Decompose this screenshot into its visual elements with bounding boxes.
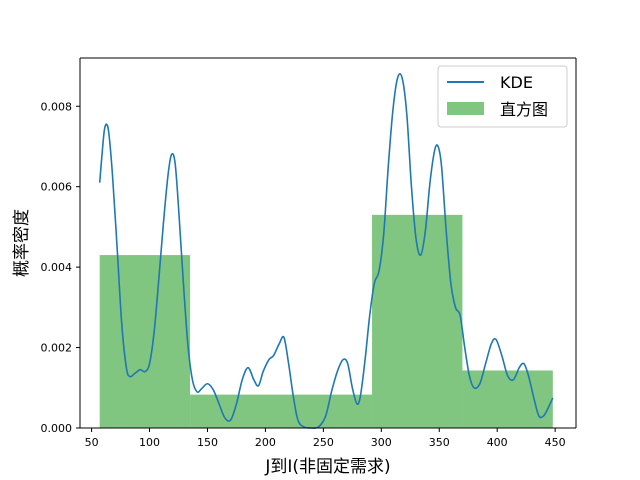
x-tick-label: 300 xyxy=(371,436,392,449)
x-tick-label: 100 xyxy=(139,436,160,449)
y-ticks: 0.000 0.002 0.004 0.006 0.008 xyxy=(41,100,80,435)
histogram-bar-2 xyxy=(190,394,281,428)
y-tick-label: 0.002 xyxy=(41,342,73,355)
x-tick-label: 50 xyxy=(85,436,99,449)
legend-histogram-label: 直方图 xyxy=(500,100,548,119)
x-tick-label: 450 xyxy=(545,436,566,449)
x-tick-label: 250 xyxy=(313,436,334,449)
y-axis-label: 概率密度 xyxy=(12,209,32,277)
x-tick-label: 150 xyxy=(197,436,218,449)
axes xyxy=(79,57,577,429)
y-tick-label: 0.000 xyxy=(41,422,73,435)
x-axis-label: J到I(非固定需求) xyxy=(264,457,390,477)
legend-kde-label: KDE xyxy=(500,73,533,92)
kde-line xyxy=(98,73,554,429)
histogram-bar-5 xyxy=(462,370,553,428)
x-tick-label: 350 xyxy=(429,436,450,449)
x-tick-label: 400 xyxy=(487,436,508,449)
x-tick-label: 200 xyxy=(255,436,276,449)
legend-histogram-swatch xyxy=(447,102,484,115)
x-ticks: 50 100 150 200 250 300 350 400 450 xyxy=(85,428,566,449)
y-tick-label: 0.006 xyxy=(41,181,73,194)
y-tick-label: 0.004 xyxy=(41,261,73,274)
histogram-bars xyxy=(99,214,553,428)
legend: KDE 直方图 xyxy=(437,65,568,128)
histogram-bar-1 xyxy=(99,255,191,428)
y-tick-label: 0.008 xyxy=(41,100,73,113)
kde-curve-group xyxy=(98,73,554,429)
